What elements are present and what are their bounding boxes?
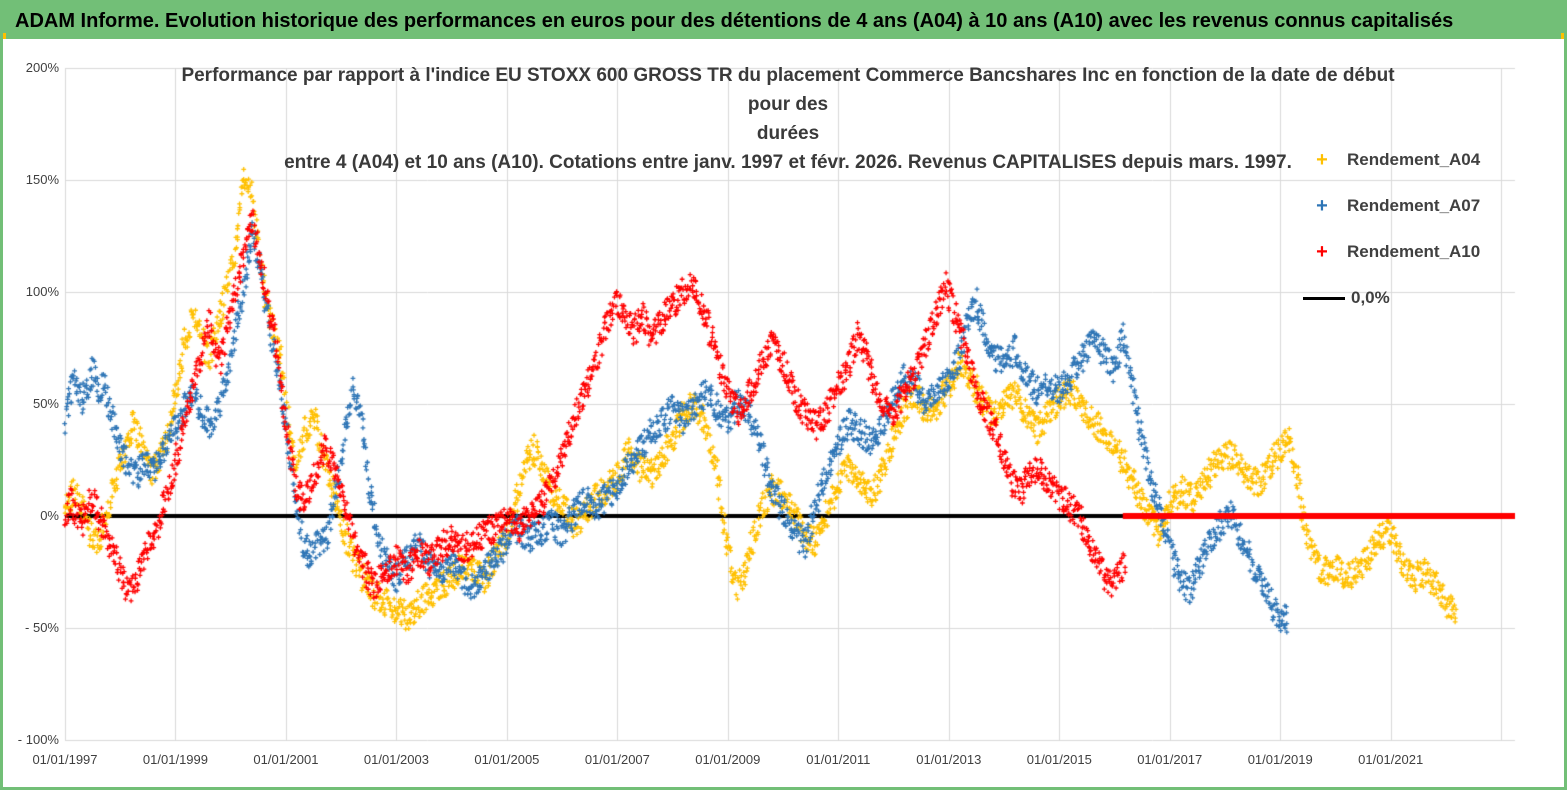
chart-legend: + Rendement_A04 + Rendement_A07 + Rendem… [1303, 137, 1480, 321]
x-axis-label: 01/01/2017 [1137, 752, 1203, 767]
chart-title-line-3: entre 4 (A04) et 10 ans (A10). Cotations… [284, 152, 1292, 173]
x-axis-label: 01/01/2003 [363, 752, 429, 767]
chart-title: Performance par rapport à l'indice EU ST… [163, 61, 1413, 177]
legend-label-a07: Rendement_A07 [1347, 196, 1481, 215]
y-axis-label: - 50% [25, 620, 59, 635]
x-axis-label: 01/01/2021 [1358, 752, 1424, 767]
x-axis-label: 01/01/1997 [32, 752, 98, 767]
legend-item-a04: + Rendement_A04 [1303, 137, 1480, 183]
x-axis-label: 01/01/2011 [806, 752, 871, 767]
x-axis-label: 01/01/2009 [695, 752, 761, 767]
x-axis-label: 01/01/2005 [474, 752, 540, 767]
y-axis-label: 50% [32, 396, 59, 411]
plus-marker-icon-a04: + [1316, 149, 1328, 171]
legend-label-a10: Rendement_A10 [1347, 242, 1481, 261]
x-axis-label: 01/01/2001 [253, 752, 319, 767]
scatter-plot [3, 39, 1564, 784]
legend-item-zero: 0,0% [1303, 275, 1480, 321]
y-axis-label: 150% [25, 172, 59, 187]
plus-marker-icon-a07: + [1316, 195, 1328, 217]
zero-line-icon [1303, 296, 1345, 300]
legend-label-zero: 0,0% [1351, 288, 1390, 307]
chart-area: Performance par rapport à l'indice EU ST… [3, 39, 1564, 787]
legend-item-a07: + Rendement_A07 [1303, 183, 1480, 229]
chart-title-line-2: durées [756, 123, 820, 144]
y-axis-label: - 100% [17, 732, 59, 747]
x-axis-label: 01/01/2019 [1247, 752, 1313, 767]
y-axis-label: 200% [25, 60, 59, 75]
legend-item-a10: + Rendement_A10 [1303, 229, 1480, 275]
y-axis-label: 0% [40, 508, 59, 523]
x-axis-label: 01/01/2007 [584, 752, 650, 767]
x-axis-label: 01/01/1999 [142, 752, 208, 767]
x-axis-label: 01/01/2013 [916, 752, 982, 767]
chart-title-line-1: Performance par rapport à l'indice EU ST… [181, 65, 1395, 115]
x-axis-label: 01/01/2015 [1026, 752, 1092, 767]
y-axis-label: 100% [25, 284, 59, 299]
header-bar: ADAM Informe. Evolution historique des p… [3, 3, 1564, 39]
page-title: ADAM Informe. Evolution historique des p… [15, 9, 1454, 32]
plus-marker-icon-a10: + [1316, 241, 1328, 263]
legend-label-a04: Rendement_A04 [1347, 150, 1481, 169]
